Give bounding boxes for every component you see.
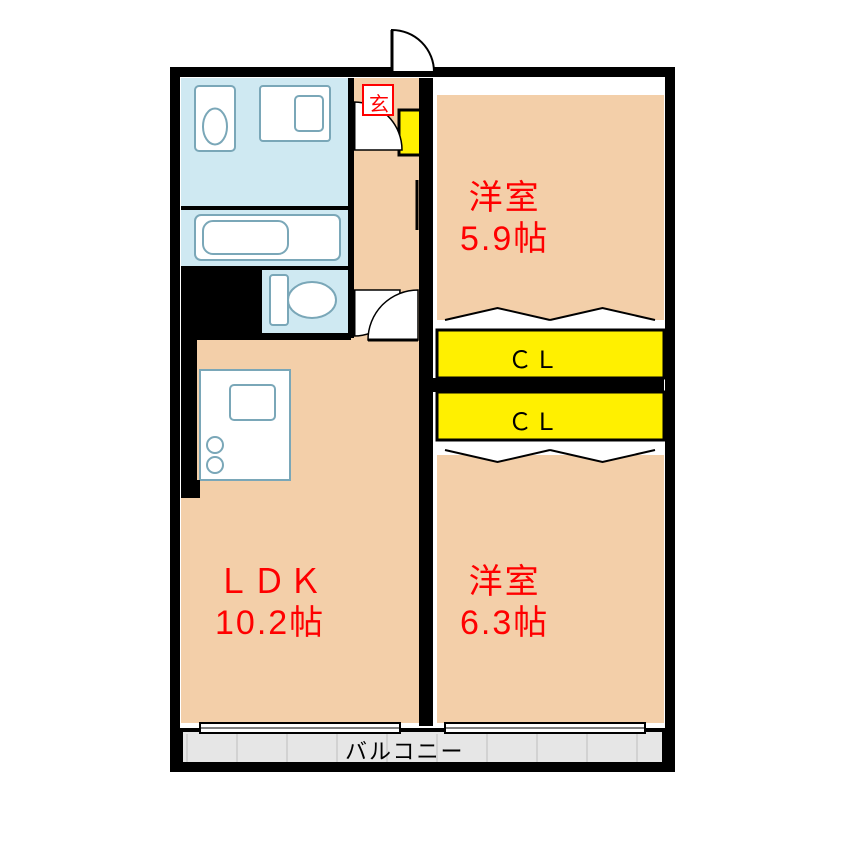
cl2-label: ＣＬ [508,402,560,437]
bedroom1-label: 洋室 5.9帖 [460,178,549,260]
ldk-label: ＬＤＫ 10.2帖 [215,562,325,644]
cl1-label: ＣＬ [508,340,560,375]
bedroom2-label: 洋室 6.3帖 [460,562,549,644]
floorplan-canvas [0,0,846,846]
balcony-label: バルコニー [345,734,465,766]
genkan-label: 玄 [369,88,391,117]
